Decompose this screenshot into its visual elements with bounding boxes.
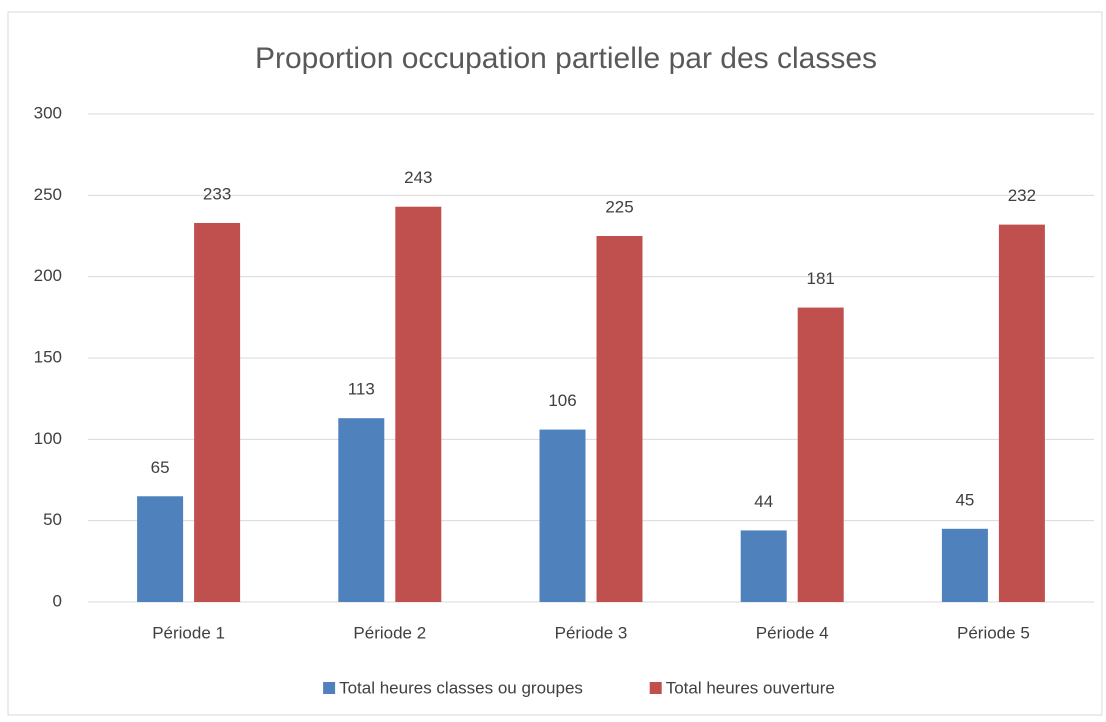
legend-label: Total heures ouverture: [666, 678, 835, 697]
x-tick-label: Période 5: [957, 623, 1030, 642]
bar: [539, 429, 586, 602]
data-label: 45: [955, 490, 974, 509]
bar: [194, 222, 241, 602]
data-label: 181: [807, 269, 835, 288]
y-tick-label: 100: [34, 429, 62, 448]
data-label: 233: [203, 184, 231, 203]
bar: [596, 236, 643, 602]
bar: [998, 224, 1045, 602]
chart-frame: [7, 11, 1103, 716]
data-label: 243: [404, 168, 432, 187]
y-tick-label: 50: [43, 510, 62, 529]
y-tick-label: 250: [34, 185, 62, 204]
chart-title: Proportion occupation partielle par des …: [255, 42, 877, 75]
x-tick-label: Période 3: [555, 623, 628, 642]
data-label: 65: [151, 458, 170, 477]
x-tick-label: Période 4: [756, 623, 829, 642]
data-label: 232: [1008, 186, 1036, 205]
data-label: 44: [754, 492, 773, 511]
legend-swatch: [323, 682, 336, 694]
legend-swatch: [649, 682, 662, 694]
legend-label: Total heures classes ou groupes: [339, 678, 583, 697]
y-tick-label: 150: [34, 347, 62, 366]
bar: [137, 496, 184, 602]
bar: [941, 528, 988, 602]
y-tick-label: 300: [34, 103, 62, 122]
x-tick-label: Période 2: [353, 623, 426, 642]
x-tick-label: Période 1: [152, 623, 225, 642]
data-label: 106: [548, 391, 576, 410]
bar: [797, 307, 844, 602]
bar: [395, 206, 442, 602]
data-label: 113: [348, 380, 375, 399]
bar: [338, 418, 385, 602]
y-tick-label: 0: [53, 591, 62, 610]
bar: [740, 530, 787, 602]
y-tick-label: 200: [34, 266, 62, 285]
data-label: 225: [605, 197, 633, 216]
